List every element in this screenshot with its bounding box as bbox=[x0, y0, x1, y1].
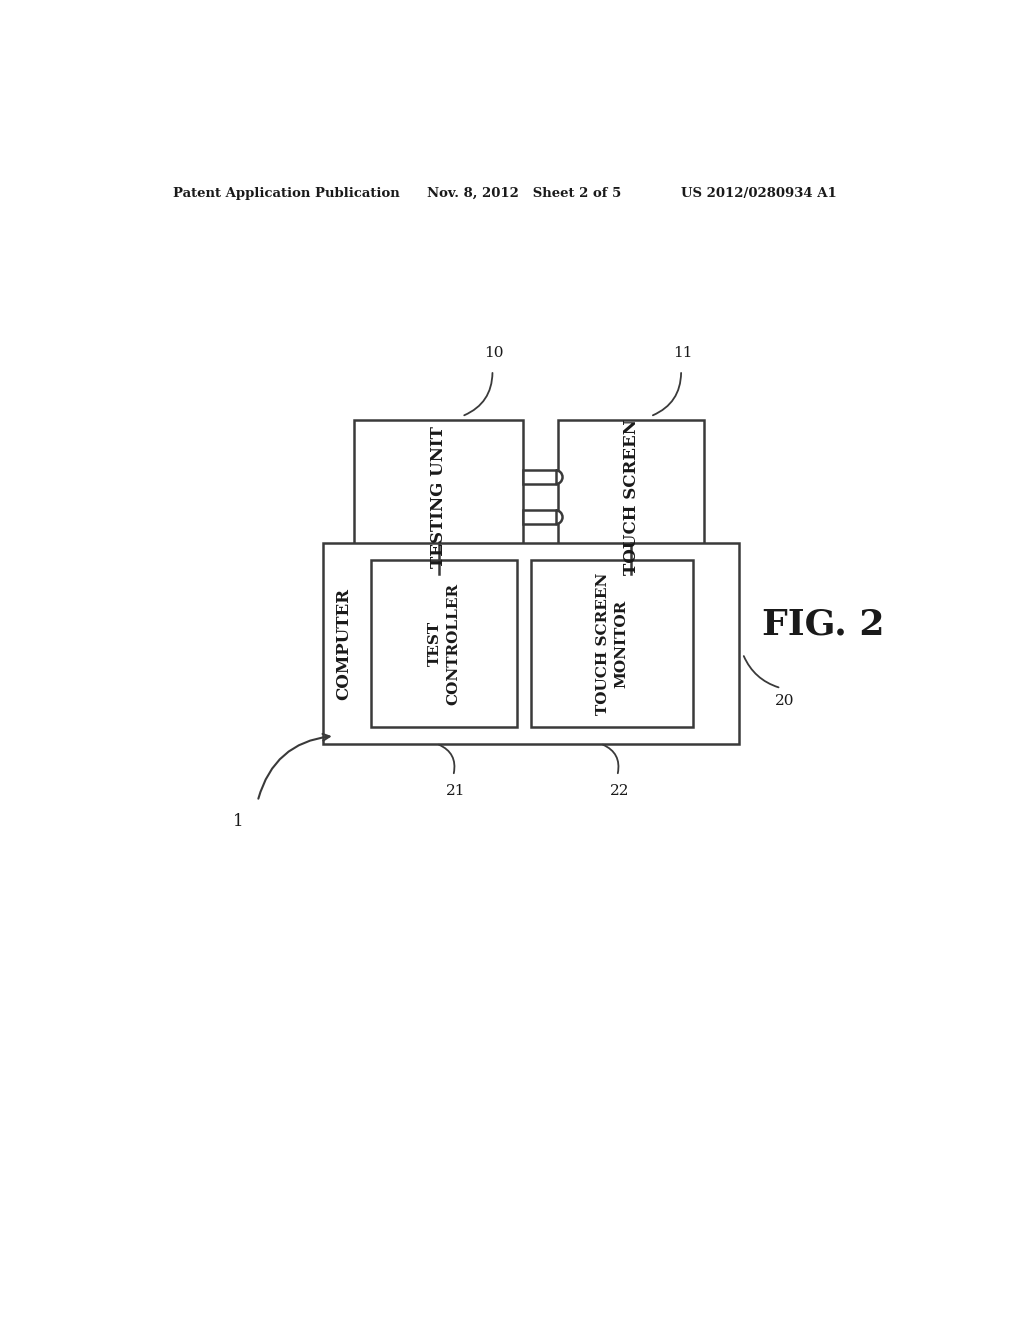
Bar bbox=[531, 561, 692, 726]
Text: 20: 20 bbox=[775, 693, 795, 708]
Text: Nov. 8, 2012   Sheet 2 of 5: Nov. 8, 2012 Sheet 2 of 5 bbox=[427, 186, 622, 199]
Text: TESTING UNIT: TESTING UNIT bbox=[430, 426, 447, 568]
Text: 21: 21 bbox=[445, 784, 465, 797]
Bar bbox=[558, 420, 705, 574]
Text: 11: 11 bbox=[673, 346, 692, 360]
Bar bbox=[371, 561, 517, 726]
Text: 22: 22 bbox=[609, 784, 630, 797]
Text: TOUCH SCREEN
MONITOR: TOUCH SCREEN MONITOR bbox=[596, 573, 628, 714]
Text: TEST
CONTROLLER: TEST CONTROLLER bbox=[428, 582, 460, 705]
Text: COMPUTER: COMPUTER bbox=[335, 587, 352, 700]
Wedge shape bbox=[556, 470, 562, 484]
Text: 1: 1 bbox=[233, 813, 244, 830]
Text: FIG. 2: FIG. 2 bbox=[762, 607, 885, 642]
Text: Patent Application Publication: Patent Application Publication bbox=[173, 186, 399, 199]
Bar bbox=[523, 511, 556, 524]
Bar bbox=[323, 544, 739, 743]
Text: TOUCH SCREEN: TOUCH SCREEN bbox=[623, 420, 640, 576]
Wedge shape bbox=[556, 511, 562, 524]
Bar bbox=[523, 470, 556, 484]
Text: US 2012/0280934 A1: US 2012/0280934 A1 bbox=[681, 186, 837, 199]
Bar bbox=[354, 420, 523, 574]
Text: 10: 10 bbox=[484, 346, 504, 360]
